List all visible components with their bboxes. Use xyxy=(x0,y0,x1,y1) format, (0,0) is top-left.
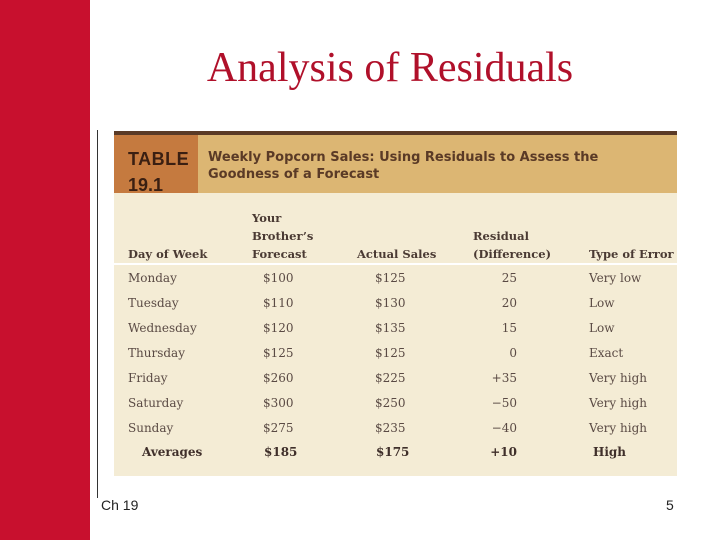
col-header-residual: Residual (Difference) xyxy=(473,227,551,263)
table-row: Tuesday $110 $130 20 Low xyxy=(114,296,677,321)
cell-residual: −40 xyxy=(491,421,517,435)
cell-day: Saturday xyxy=(128,396,184,410)
cell-forecast: $110 xyxy=(263,296,294,310)
cell-residual: 20 xyxy=(501,296,517,310)
cell-forecast: $260 xyxy=(263,371,294,385)
cell-error-type: Very high xyxy=(589,421,647,435)
averages-forecast: $185 xyxy=(264,445,298,459)
cell-actual: $235 xyxy=(375,421,406,435)
cell-error-type: Very low xyxy=(589,271,642,285)
averages-residual: +10 xyxy=(490,445,517,459)
cell-error-type: Low xyxy=(589,321,615,335)
table-badge: TABLE 19.1 xyxy=(114,135,198,195)
table-title: Weekly Popcorn Sales: Using Residuals to… xyxy=(208,150,599,182)
averages-error-type: High xyxy=(593,445,627,459)
cell-actual: $125 xyxy=(375,271,406,285)
footer-chapter: Ch 19 xyxy=(101,497,139,513)
table-top-rule xyxy=(114,131,677,135)
cell-forecast: $125 xyxy=(263,346,294,360)
cell-residual: 25 xyxy=(501,271,517,285)
col-header-residual-line1: Residual xyxy=(473,229,529,243)
table-row: Friday $260 $225 +35 Very high xyxy=(114,371,677,396)
cell-day: Friday xyxy=(128,371,168,385)
slide-title: Analysis of Residuals xyxy=(206,45,574,91)
cell-error-type: Very high xyxy=(589,371,647,385)
averages-actual: $175 xyxy=(376,445,410,459)
table-row: Monday $100 $125 25 Very low xyxy=(114,271,677,296)
cell-error-type: Very high xyxy=(589,396,647,410)
col-header-residual-line2: (Difference) xyxy=(473,247,552,261)
residuals-table: TABLE 19.1 Weekly Popcorn Sales: Using R… xyxy=(114,131,677,476)
col-header-day: Day of Week xyxy=(128,247,208,261)
col-header-forecast: Your Brother’s Forecast xyxy=(252,209,313,263)
cell-day: Sunday xyxy=(128,421,174,435)
table-label-number: 19.1 xyxy=(128,175,164,195)
header-rule xyxy=(114,263,677,265)
cell-residual: −50 xyxy=(491,396,517,410)
cell-actual: $250 xyxy=(375,396,406,410)
cell-error-type: Exact xyxy=(589,346,624,360)
cell-residual: 0 xyxy=(509,346,517,360)
cell-day: Wednesday xyxy=(128,321,197,335)
col-header-actual: Actual Sales xyxy=(357,247,437,261)
cell-actual: $130 xyxy=(375,296,406,310)
col-header-forecast-line1: Your xyxy=(252,211,282,225)
cell-day: Thursday xyxy=(128,346,185,360)
cell-forecast: $100 xyxy=(263,271,294,285)
cell-actual: $225 xyxy=(375,371,406,385)
cell-residual: +35 xyxy=(491,371,517,385)
cell-day: Monday xyxy=(128,271,177,285)
table-header: TABLE 19.1 Weekly Popcorn Sales: Using R… xyxy=(114,131,677,195)
cell-forecast: $120 xyxy=(263,321,294,335)
averages-label: Averages xyxy=(142,445,203,459)
table-row: Thursday $125 $125 0 Exact xyxy=(114,346,677,371)
cell-forecast: $300 xyxy=(263,396,294,410)
left-red-band xyxy=(0,0,90,540)
averages-row: Averages $185 $175 +10 High xyxy=(114,445,677,470)
left-white-gap xyxy=(90,0,96,540)
col-header-forecast-line2: Brother’s xyxy=(252,229,314,243)
cell-actual: $135 xyxy=(375,321,406,335)
table-row: Wednesday $120 $135 15 Low xyxy=(114,321,677,346)
cell-forecast: $275 xyxy=(263,421,294,435)
cell-error-type: Low xyxy=(589,296,615,310)
table-row: Saturday $300 $250 −50 Very high xyxy=(114,396,677,421)
cell-day: Tuesday xyxy=(128,296,179,310)
cell-residual: 15 xyxy=(501,321,517,335)
table-label-word: TABLE xyxy=(128,149,190,169)
col-header-error-type: Type of Error xyxy=(589,247,674,261)
page-number: 5 xyxy=(666,497,674,513)
col-header-forecast-line3: Forecast xyxy=(252,247,307,261)
table-row: Sunday $275 $235 −40 Very high xyxy=(114,421,677,446)
vertical-divider xyxy=(97,130,98,498)
cell-actual: $125 xyxy=(375,346,406,360)
